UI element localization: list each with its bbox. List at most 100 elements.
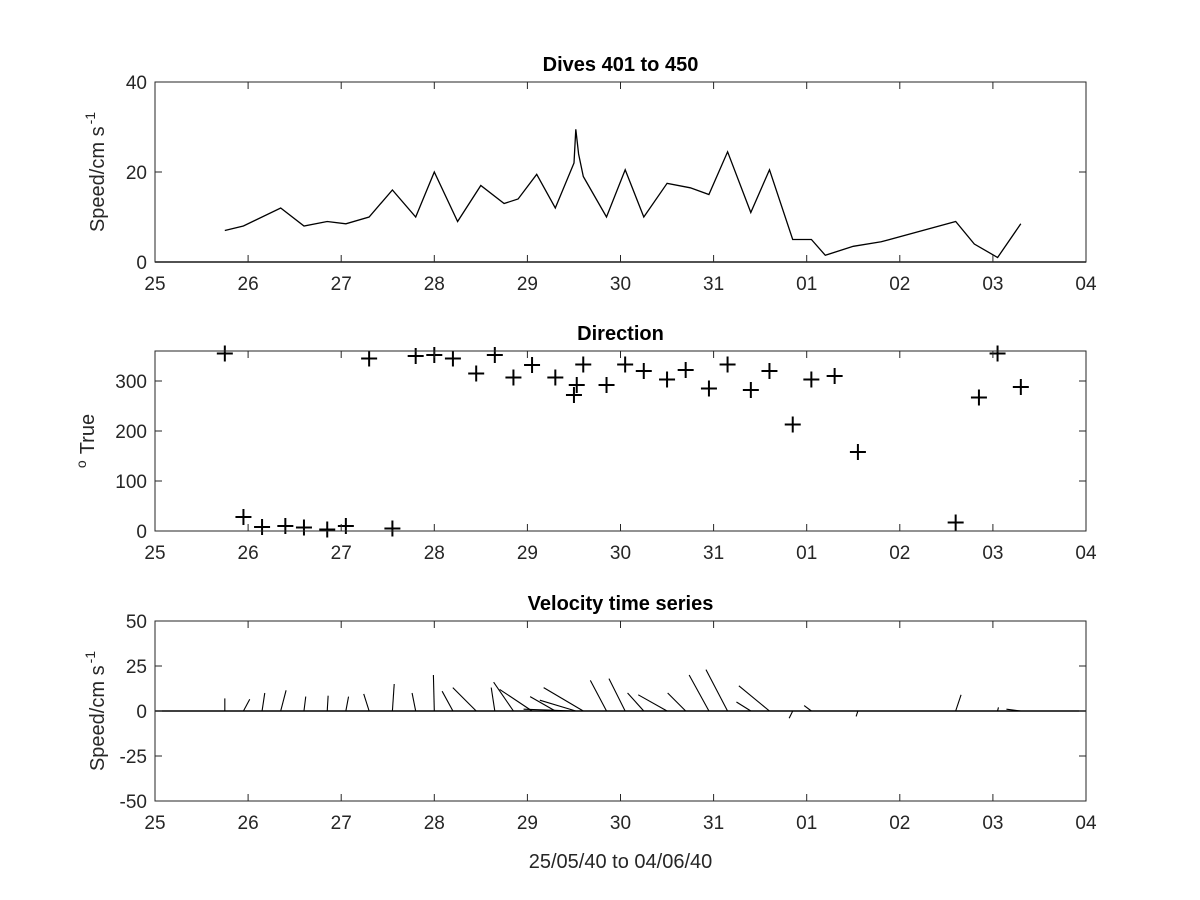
- x-tick-label: 03: [982, 813, 1003, 834]
- x-tick-label: 31: [703, 813, 724, 834]
- direction-point: [468, 365, 485, 382]
- velocity-stick: [432, 674, 435, 712]
- direction-point: [947, 514, 964, 531]
- x-tick-label: 03: [982, 274, 1003, 295]
- y-tick-label: 0: [136, 702, 147, 723]
- direction-point: [486, 347, 503, 363]
- x-tick-label: 04: [1075, 274, 1097, 295]
- velocity-stick: [738, 685, 770, 712]
- x-tick-label: 25: [144, 543, 165, 564]
- direction-point: [826, 368, 843, 384]
- x-tick-label: 26: [238, 543, 259, 564]
- y-tick-label: -25: [120, 747, 147, 768]
- velocity-stick: [997, 707, 999, 712]
- axes-3: Velocity time series 25 26 27 28 29 30 31 01 02 03…: [82, 593, 1097, 873]
- x-tick-label: 28: [424, 543, 445, 564]
- velocity-stick: [855, 710, 859, 717]
- direction-point: [254, 519, 271, 535]
- velocity-stick: [1006, 708, 1021, 712]
- x-tick-label: 29: [517, 543, 538, 564]
- velocity-stick: [280, 690, 287, 712]
- y-axis-label: Speed/cm s-1: [82, 651, 109, 771]
- x-tick-label: 31: [703, 274, 724, 295]
- x-tick-label: 04: [1075, 813, 1097, 834]
- velocity-stick: [345, 696, 350, 712]
- y-tick-label: 40: [126, 73, 147, 94]
- axes-2: Direction 25 26 27 28 29 30 31 01 02 03 04 0 100 200 30…: [73, 323, 1097, 564]
- x-tick-label: 01: [796, 543, 817, 564]
- direction-point: [295, 519, 312, 536]
- velocity-stick: [499, 688, 533, 712]
- x-tick-label: 04: [1075, 543, 1097, 564]
- velocity-stick: [441, 690, 454, 712]
- direction-point: [575, 356, 592, 373]
- direction-point: [742, 382, 759, 398]
- x-tick-label: 02: [889, 813, 910, 834]
- direction-point: [565, 387, 582, 403]
- velocity-stick: [326, 695, 329, 712]
- y-axis-label: Speed/cm s-1: [82, 112, 109, 232]
- velocity-stick: [303, 696, 307, 712]
- x-tick-label: 28: [424, 813, 445, 834]
- x-tick-label: 29: [517, 274, 538, 295]
- velocity-stick: [452, 687, 477, 712]
- y-axis-label-superscript: -1: [82, 112, 98, 125]
- direction-point: [700, 380, 717, 397]
- x-tick-label: 28: [424, 274, 445, 295]
- y-tick-label: 200: [115, 422, 147, 443]
- direction-point: [337, 518, 354, 534]
- x-tick-label: 25: [144, 813, 165, 834]
- x-axis-label: 25/05/40 to 04/06/40: [529, 851, 713, 873]
- direction-point: [361, 350, 378, 367]
- direction-point: [635, 363, 652, 379]
- x-tick-label: 03: [982, 543, 1003, 564]
- y-tick-label: 20: [126, 163, 147, 184]
- direction-point: [384, 520, 401, 537]
- x-tick-label: 01: [796, 274, 817, 295]
- velocity-stick: [391, 683, 395, 712]
- direction-point: [761, 363, 778, 379]
- velocity-stick: [627, 692, 645, 712]
- velocity-stick: [543, 687, 584, 712]
- velocity-stick: [490, 687, 496, 712]
- x-tick-label: 02: [889, 274, 910, 295]
- x-tick-label: 26: [238, 813, 259, 834]
- x-tick-label: 27: [331, 813, 352, 834]
- direction-point: [216, 345, 233, 362]
- direction-point: [659, 371, 676, 388]
- x-tick-label: 29: [517, 813, 538, 834]
- y-axis-label: o True: [73, 414, 99, 468]
- x-tick-label: 27: [331, 543, 352, 564]
- y-tick-label: 25: [126, 657, 147, 678]
- velocity-stick: [261, 692, 266, 712]
- velocity-stick: [539, 699, 576, 712]
- velocity-stick: [788, 710, 794, 719]
- y-axis-label-superscript: -1: [82, 651, 98, 664]
- direction-point: [505, 369, 522, 386]
- y-axis-label-text: Speed/cm s: [87, 665, 109, 771]
- x-tick-label: 27: [331, 274, 352, 295]
- x-tick-label: 25: [144, 274, 165, 295]
- y-tick-label: 300: [115, 372, 147, 393]
- direction-point: [617, 356, 634, 373]
- y-tick-label: 50: [126, 612, 147, 633]
- y-tick-label: 0: [136, 253, 147, 274]
- y-axis-label-prefix: o: [73, 460, 89, 468]
- direction-point: [1012, 379, 1029, 395]
- velocity-stick: [705, 669, 729, 712]
- direction-point: [568, 377, 585, 393]
- velocity-stick: [955, 694, 962, 712]
- direction-point: [598, 377, 615, 393]
- direction-point: [235, 509, 252, 525]
- speed-series-line: [224, 129, 1022, 259]
- direction-point: [277, 518, 294, 534]
- velocity-stick: [667, 692, 687, 712]
- chart-title: Velocity time series: [528, 593, 714, 615]
- velocity-stick: [411, 692, 417, 712]
- y-axis-label-text: True: [77, 414, 99, 454]
- direction-point: [407, 348, 424, 364]
- velocity-stick: [589, 680, 608, 712]
- velocity-stick: [736, 701, 752, 712]
